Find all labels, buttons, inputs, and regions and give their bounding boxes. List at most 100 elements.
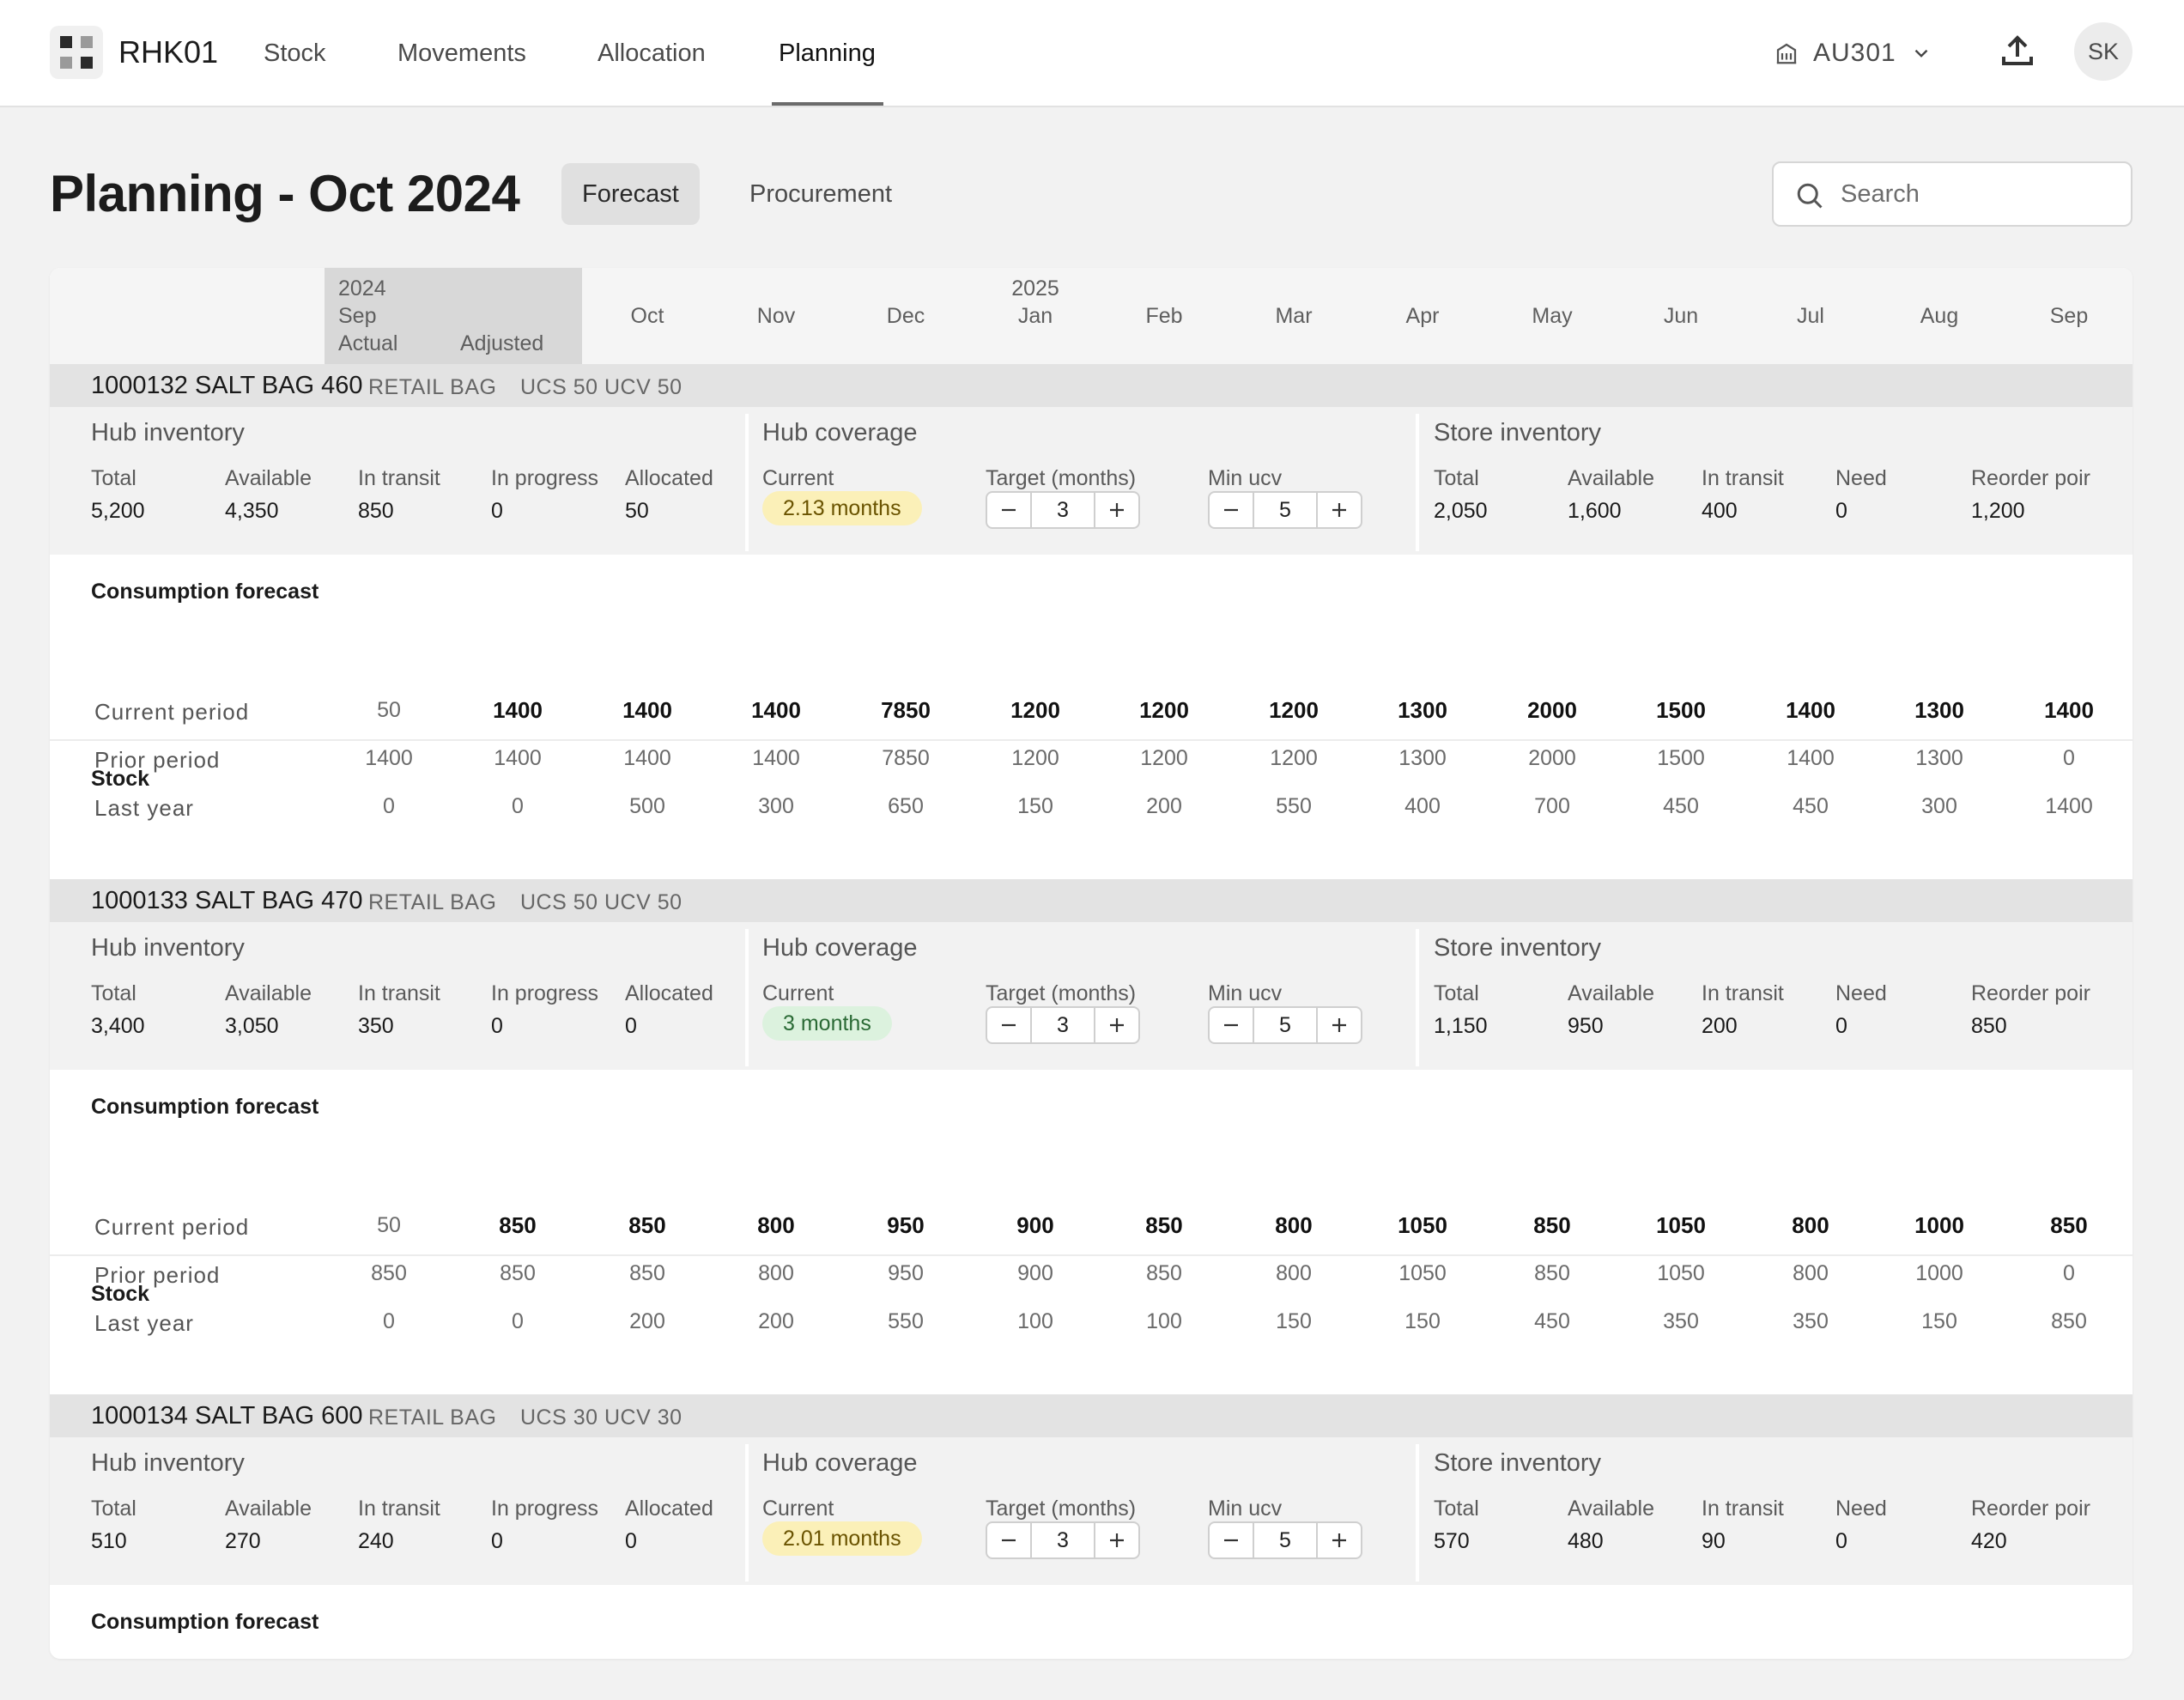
current-period-cell[interactable]: 950 xyxy=(887,1212,925,1238)
current-period-cell[interactable]: 850 xyxy=(2050,1212,2088,1238)
last-year-cell: 0 xyxy=(512,794,524,818)
nav-allocation[interactable]: Allocation xyxy=(598,39,706,67)
store-available-label: Available xyxy=(1568,981,1655,1005)
stepper-value[interactable]: 3 xyxy=(1030,1008,1095,1042)
header-month-dec: Dec xyxy=(886,304,925,328)
nav-movements[interactable]: Movements xyxy=(397,39,526,67)
app-logo-icon[interactable] xyxy=(50,26,103,79)
last-year-cell: 200 xyxy=(1146,794,1182,818)
decrement-button[interactable] xyxy=(987,1523,1030,1557)
decrement-button[interactable] xyxy=(1210,1008,1253,1042)
store-in-transit-value: 200 xyxy=(1702,1014,1738,1038)
search-input[interactable] xyxy=(1841,175,2115,213)
prior-period-cell: 7850 xyxy=(882,746,930,770)
prior-period-cell: 1300 xyxy=(1915,746,1963,770)
store-reorder-point-value: 850 xyxy=(1971,1014,2007,1038)
store-reorder-point-label: Reorder poir xyxy=(1971,1497,2090,1521)
stepper-value[interactable]: 3 xyxy=(1030,1523,1095,1557)
plus-icon xyxy=(1332,1533,1346,1547)
last-year-cell: 550 xyxy=(1276,794,1312,818)
last-year-cell: 450 xyxy=(1793,794,1829,818)
column-header-row: 2024 Sep Actual Adjusted 2025 Oct Nov Dec J… xyxy=(50,268,2132,364)
increment-button[interactable] xyxy=(1095,1523,1138,1557)
app-name: RHK01 xyxy=(118,34,219,70)
nav-active-indicator xyxy=(772,102,883,106)
current-period-cell[interactable]: 1200 xyxy=(1010,697,1060,723)
current-period-cell[interactable]: 800 xyxy=(757,1212,795,1238)
prior-period-cell: 900 xyxy=(1017,1261,1053,1285)
divider xyxy=(50,1254,2132,1256)
stepper-value[interactable]: 3 xyxy=(1030,493,1095,527)
current-period-cell[interactable]: 1400 xyxy=(751,697,801,723)
increment-button[interactable] xyxy=(1318,1008,1361,1042)
upload-button[interactable] xyxy=(1997,31,2038,72)
product-header[interactable]: 1000134 SALT BAG 600 RETAIL BAG UCS 30 UCV… xyxy=(50,1394,2132,1437)
current-period-cell[interactable]: 1400 xyxy=(622,697,672,723)
prior-period-cell: 0 xyxy=(2063,746,2075,770)
current-period-cell[interactable]: 850 xyxy=(1145,1212,1183,1238)
current-period-cell[interactable]: 850 xyxy=(499,1212,537,1238)
product-header[interactable]: 1000132 SALT BAG 460 RETAIL BAG UCS 50 UCV… xyxy=(50,364,2132,407)
current-period-cell[interactable]: 7850 xyxy=(881,697,931,723)
minus-icon xyxy=(1002,1539,1016,1542)
stepper-value[interactable]: 5 xyxy=(1253,1008,1318,1042)
current-period-cell[interactable]: 2000 xyxy=(1527,697,1577,723)
store-available-value: 950 xyxy=(1568,1014,1604,1038)
user-avatar[interactable]: SK xyxy=(2074,22,2132,81)
increment-button[interactable] xyxy=(1318,1523,1361,1557)
product-ucs-ucv: UCS 50 UCV 50 xyxy=(520,890,682,914)
stepper-value[interactable]: 5 xyxy=(1253,493,1318,527)
last-year-cell: 350 xyxy=(1663,1309,1699,1333)
hub-inventory-title: Hub inventory xyxy=(91,1449,245,1477)
header-month-feb: Feb xyxy=(1145,304,1183,328)
current-period-cell[interactable]: 1500 xyxy=(1656,697,1706,723)
current-period-cell[interactable]: 850 xyxy=(1533,1212,1571,1238)
store-total-value: 1,150 xyxy=(1434,1014,1488,1038)
decrement-button[interactable] xyxy=(1210,493,1253,527)
current-period-cell[interactable]: 1000 xyxy=(1914,1212,1964,1238)
increment-button[interactable] xyxy=(1095,493,1138,527)
current-period-cell[interactable]: 1050 xyxy=(1656,1212,1706,1238)
product-type: RETAIL BAG xyxy=(368,890,497,914)
current-period-cell[interactable]: 1400 xyxy=(1786,697,1835,723)
store-in-transit-label: In transit xyxy=(1702,466,1784,490)
decrement-button[interactable] xyxy=(1210,1523,1253,1557)
current-period-cell[interactable]: 1300 xyxy=(1398,697,1447,723)
hub-in-progress-label: In progress xyxy=(491,981,599,1005)
site-selector[interactable]: AU301 xyxy=(1774,31,1932,76)
product-ucs-ucv: UCS 50 UCV 50 xyxy=(520,375,682,399)
current-period-cell[interactable]: 1200 xyxy=(1139,697,1189,723)
current-period-cell[interactable]: 1400 xyxy=(2044,697,2094,723)
increment-button[interactable] xyxy=(1318,493,1361,527)
current-period-cell[interactable]: 1300 xyxy=(1914,697,1964,723)
decrement-button[interactable] xyxy=(987,493,1030,527)
min-ucv-stepper: 5 xyxy=(1208,491,1362,529)
increment-button[interactable] xyxy=(1095,1008,1138,1042)
header-month-nov: Nov xyxy=(756,304,796,328)
current-period-cell[interactable]: 1200 xyxy=(1269,697,1319,723)
product-header[interactable]: 1000133 SALT BAG 470 RETAIL BAG UCS 50 UCV… xyxy=(50,879,2132,922)
current-period-cell[interactable]: 1400 xyxy=(493,697,543,723)
current-period-cell[interactable]: 850 xyxy=(628,1212,666,1238)
product-type: RETAIL BAG xyxy=(368,1406,497,1430)
nav-planning[interactable]: Planning xyxy=(779,39,876,67)
decrement-button[interactable] xyxy=(987,1008,1030,1042)
target-months-stepper: 3 xyxy=(986,491,1140,529)
tab-procurement[interactable]: Procurement xyxy=(749,180,893,208)
min-ucv-stepper: 5 xyxy=(1208,1521,1362,1559)
prior-period-cell: 850 xyxy=(629,1261,665,1285)
nav-stock[interactable]: Stock xyxy=(264,39,326,67)
current-period-cell[interactable]: 800 xyxy=(1275,1212,1313,1238)
header-month-jun: Jun xyxy=(1663,304,1699,328)
tab-forecast[interactable]: Forecast xyxy=(561,163,700,225)
current-period-cell[interactable]: 900 xyxy=(1016,1212,1054,1238)
store-total-label: Total xyxy=(1434,466,1479,490)
prior-period-cell: 1200 xyxy=(1140,746,1188,770)
current-period-cell[interactable]: 800 xyxy=(1792,1212,1829,1238)
hub-allocated-value: 50 xyxy=(625,499,649,523)
prior-period-cell: 1200 xyxy=(1011,746,1059,770)
stepper-value[interactable]: 5 xyxy=(1253,1523,1318,1557)
hub-allocated-value: 0 xyxy=(625,1529,637,1553)
current-period-cell[interactable]: 1050 xyxy=(1398,1212,1447,1238)
target-months-label: Target (months) xyxy=(986,1497,1137,1521)
